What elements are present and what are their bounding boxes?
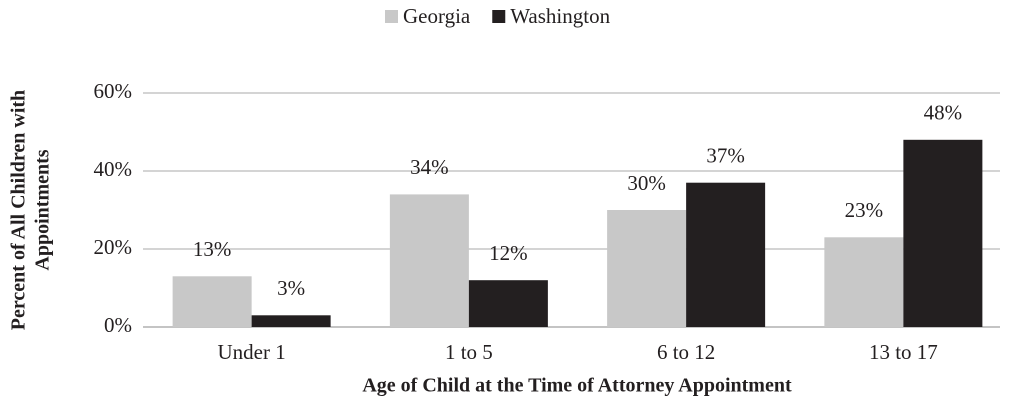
bar [686,182,766,327]
x-axis-label: Age of Child at the Time of Attorney App… [362,375,792,397]
legend-label: Washington [510,4,610,28]
x-tick-label: Under 1 [218,340,286,364]
legend-swatch [385,10,398,23]
value-label: 23% [845,198,884,222]
y-axis-label: Percent of All Children with [8,90,30,330]
value-label: 48% [924,101,963,125]
value-label: 37% [706,144,745,168]
y-tick-label: 40% [94,157,133,181]
x-tick-label: 1 to 5 [445,340,493,364]
bar [468,280,548,327]
value-label: 3% [277,276,305,300]
value-label: 13% [193,237,232,261]
bar [389,194,469,327]
y-tick-label: 0% [104,313,132,337]
bar [172,276,252,327]
value-label: 30% [627,171,666,195]
x-tick-label: 6 to 12 [657,340,715,364]
bar [251,315,331,327]
y-tick-label: 20% [94,235,133,259]
y-axis-label: Appointments [32,149,54,270]
legend-label: Georgia [403,4,471,28]
bar [903,139,983,327]
legend-swatch [492,10,506,23]
x-tick-label: 13 to 17 [869,340,938,364]
value-label: 12% [489,241,528,265]
y-tick-label: 60% [94,79,133,103]
bar [607,210,687,327]
value-label: 34% [410,155,449,179]
bar [824,237,904,327]
